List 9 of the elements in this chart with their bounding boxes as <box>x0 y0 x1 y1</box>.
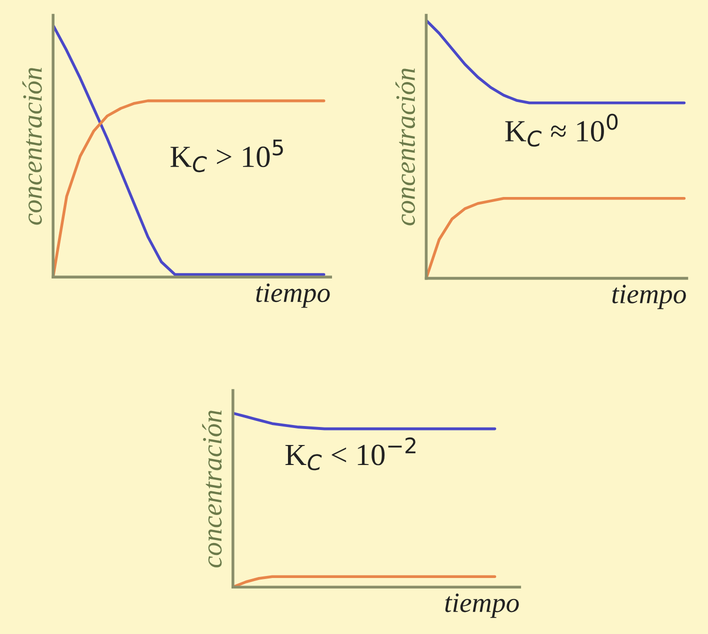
annotation: K$_{C}$ ≈ 10$^{0}$ <box>505 114 618 147</box>
x-axis-title: tiempo <box>445 594 519 618</box>
y-axis-title: concentración <box>395 68 416 226</box>
y-axis-title: concentración <box>22 68 42 225</box>
annotation: K$_{C}$ < 10$^{−2}$ <box>285 437 416 470</box>
x-axis-title: tiempo <box>612 284 686 310</box>
y-axis-title: concentración <box>202 410 222 568</box>
x-axis-title: tiempo <box>256 283 330 308</box>
annotation: K$_{C}$ > 10$^{5}$ <box>170 140 283 172</box>
